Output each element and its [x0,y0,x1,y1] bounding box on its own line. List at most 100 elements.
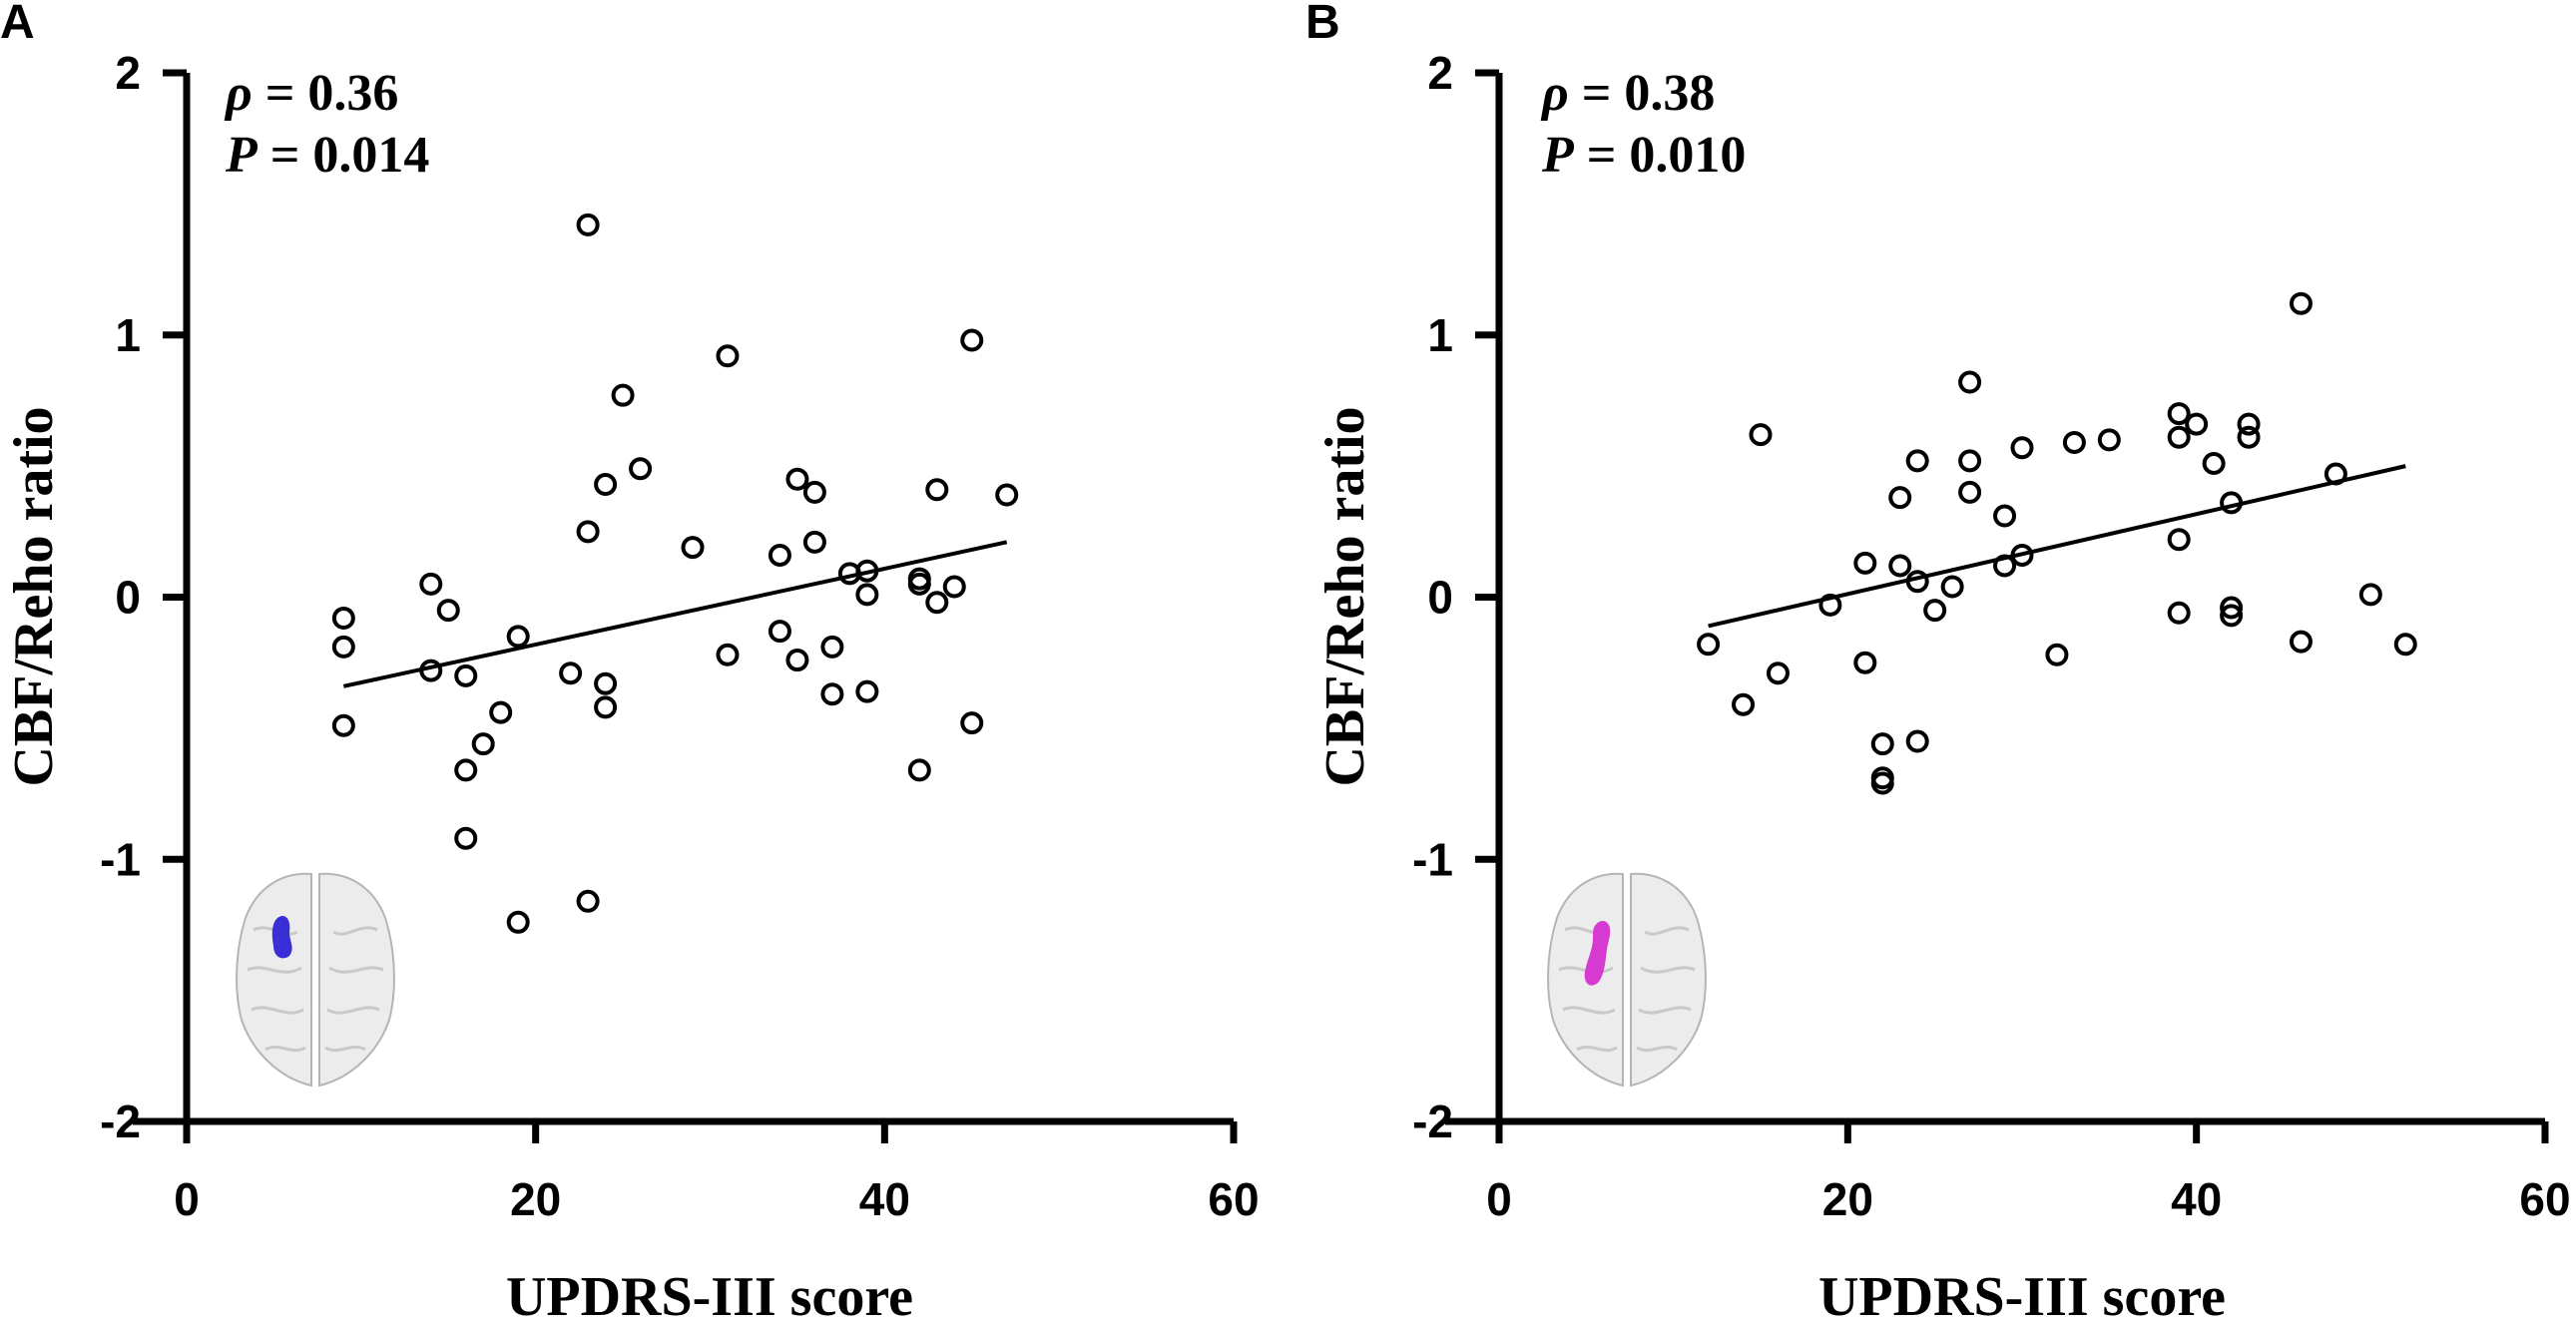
data-point [1853,551,1877,575]
x-tick-label: 0 [174,1173,200,1225]
brain-icon [1547,872,1707,1088]
data-point [802,480,826,504]
data-point [995,483,1019,507]
data-point [1853,651,1877,674]
y-tick-label: 2 [1427,47,1453,99]
x-tick-label: 60 [2519,1173,2570,1225]
data-point [454,826,478,850]
data-point [2010,543,2034,567]
rho-stat: ρ = 0.38 [1540,65,1715,122]
data-point [1993,504,2017,528]
data-point [960,328,984,352]
panel-label: A [0,0,35,49]
y-tick-label: 1 [115,309,141,361]
y-tick-label: -1 [1412,833,1453,885]
fit-line [1708,464,2406,629]
data-point [594,473,618,497]
y-ticks: -2 -1 0 1 2 [100,47,187,1147]
x-ticks: 0 20 40 60 [174,1121,1260,1225]
y-axis-title: CBF/Reho ratio [1314,406,1376,786]
data-point [855,583,879,607]
data-point [1958,449,1982,473]
data-point [506,625,530,649]
data-point [576,889,600,913]
data-point [1697,633,1721,657]
scatter-points [1697,291,2417,795]
data-point [1905,729,1929,753]
data-point [471,732,495,756]
data-point [820,635,844,659]
rho-value: = 0.36 [265,65,399,122]
y-tick-label: 0 [1427,572,1453,624]
data-point [454,663,478,687]
data-point [907,572,931,596]
data-point [2167,425,2191,449]
panel-label: B [1305,0,1340,49]
rho-symbol: ρ [1540,65,1569,122]
rho-value: = 0.38 [1582,65,1716,122]
data-point [768,620,791,644]
y-tick-label: 1 [1427,309,1453,361]
y-tick-label: 2 [115,47,141,99]
x-axis-title: UPDRS-III score [1818,1266,2226,1323]
brain-icon [236,872,395,1088]
data-point [768,543,791,567]
data-point [2202,451,2226,475]
data-point [2062,430,2086,454]
x-tick-label: 20 [1822,1173,1873,1225]
data-point [419,659,443,682]
data-point [1958,370,1982,394]
data-point [1993,554,2017,578]
panel-a: A ρ = 0.36 P = 0.014 -2 -1 0 1 2 0 20 40 60 CBF… [0,0,1260,1323]
y-tick-label: -2 [100,1096,141,1147]
data-point [925,591,949,615]
data-point [1818,593,1842,617]
data-point [594,695,618,719]
y-ticks: -2 -1 0 1 2 [1412,47,1499,1147]
p-value: = 0.014 [270,127,430,184]
data-point [2237,412,2261,436]
data-point [1766,662,1790,685]
data-point [489,700,513,724]
data-point [1958,480,1982,504]
y-tick-label: -2 [1412,1096,1453,1147]
data-point [629,457,653,481]
data-point [2358,583,2382,607]
data-point [2185,412,2209,436]
y-tick-label: -1 [100,833,141,885]
data-point [785,467,809,491]
data-point [1923,599,1947,623]
data-point [681,536,705,560]
data-point [2167,601,2191,625]
data-point [960,711,984,735]
data-point [1870,771,1894,795]
data-point [785,649,809,672]
x-tick-label: 20 [510,1173,561,1225]
panel-b: B ρ = 0.38 P = 0.010 -2 -1 0 1 2 0 20 40 60 CBF… [1305,0,2571,1323]
data-point [594,671,618,695]
x-ticks: 0 20 40 60 [1486,1121,2571,1225]
data-point [2097,428,2121,452]
y-tick-label: 0 [115,572,141,624]
data-point [1732,692,1756,716]
rho-stat: ρ = 0.36 [224,65,398,122]
data-point [1888,486,1912,510]
x-tick-label: 40 [2171,1173,2222,1225]
stats-annotation: ρ = 0.38 P = 0.010 [1540,65,1746,184]
data-point [2010,436,2034,460]
data-point [2289,630,2313,654]
data-point [925,478,949,502]
p-symbol: P [225,127,258,184]
brain-region-highlight [271,915,292,959]
p-value: = 0.010 [1587,127,1747,184]
data-point [855,679,879,703]
data-point [820,682,844,706]
data-point [331,713,355,737]
data-point [2167,528,2191,552]
data-point [506,910,530,934]
data-point [436,599,460,623]
rho-symbol: ρ [224,65,253,122]
data-point [454,758,478,782]
x-tick-label: 0 [1486,1173,1512,1225]
